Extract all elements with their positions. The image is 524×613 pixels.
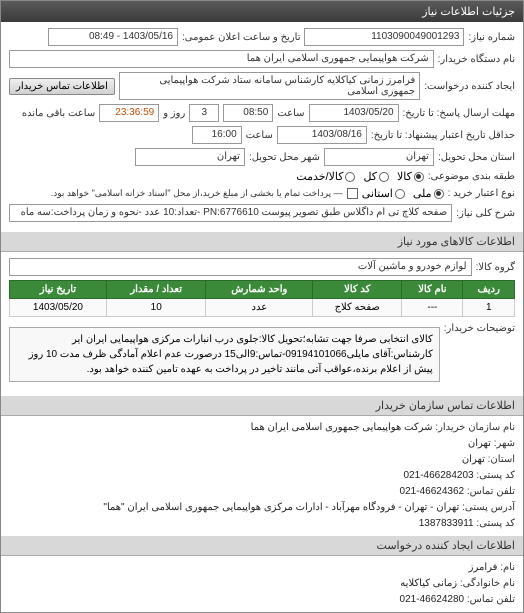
request-no-field: 1103090049001293: [304, 28, 464, 46]
c-code: 1387833911: [419, 518, 474, 529]
radio-ejra[interactable]: کالا/خدمت: [296, 170, 355, 183]
c-org-label: نام سازمان خریدار:: [435, 422, 515, 433]
cell-code: صفحه کلاج: [313, 299, 402, 317]
buyer-org-label: نام دستگاه خریدار:: [438, 54, 515, 65]
explain-box: کالای انتخابی صرفا جهت تشابه؛تحویل کالا:…: [9, 327, 440, 382]
cc-name: فرامرز: [469, 562, 498, 573]
pack-label: طبقه بندی موضوعی:: [428, 171, 515, 182]
buyer-org-field: شرکت هواپیمایی جمهوری اسلامی ایران هما: [9, 50, 434, 68]
validity-time-field: 16:00: [192, 126, 242, 144]
province-label: استان محل تحویل:: [438, 152, 515, 163]
creator-contact-header: اطلاعات ایجاد کننده درخواست: [1, 536, 523, 556]
validity-time-label: ساعت: [246, 130, 273, 141]
cc-tel: 46624280-021: [400, 594, 465, 605]
c-post: 466284203-021: [404, 470, 474, 481]
cell-date: 1403/05/20: [10, 299, 107, 317]
radio-milli[interactable]: ملی: [413, 187, 444, 200]
c-post-label: کد پستی:: [476, 470, 515, 481]
col-date: تاریخ نیاز: [10, 281, 107, 299]
c-code-label: کد پستی:: [476, 518, 515, 529]
col-unit: واحد شمارش: [206, 281, 313, 299]
days-field: 3: [189, 104, 219, 122]
city-label: شهر محل تحویل:: [249, 152, 320, 163]
remaining-label: ساعت باقی مانده: [22, 108, 95, 119]
title-label: شرح کلی نیاز:: [456, 208, 515, 219]
c-city-label: شهر:: [494, 438, 515, 449]
window-title: جزئیات اطلاعات نیاز: [422, 6, 515, 18]
c-tel: 46624362-021: [400, 486, 465, 497]
deadline-label: مهلت ارسال پاسخ: تا تاریخ:: [403, 108, 515, 119]
province-field: تهران: [324, 148, 434, 166]
group-label: گروه کالا:: [476, 262, 515, 273]
validity-label: حداقل تاریخ اعتبار پیشنهاد: تا تاریخ:: [371, 130, 515, 141]
validity-date-field: 1403/08/16: [277, 126, 367, 144]
c-city: تهران: [468, 438, 491, 449]
goods-table: ردیف نام کالا کد کالا واحد شمارش تعداد /…: [9, 280, 515, 317]
cc-family-label: نام خانوادگی:: [460, 578, 515, 589]
radio-dot-icon: [434, 189, 444, 199]
cc-tel-label: تلفن تماس:: [467, 594, 515, 605]
budget-radio-label: نوع اعتبار خرید :: [448, 188, 515, 199]
c-tel-label: تلفن تماس:: [467, 486, 515, 497]
contact-section-header: اطلاعات تماس سازمان خریدار: [1, 396, 523, 416]
cell-name: ---: [402, 299, 463, 317]
group-field: لوازم خودرو و ماشین آلات: [9, 258, 472, 276]
payment-note: — پرداخت تمام یا بخشی از مبلغ خرید،از مح…: [51, 188, 343, 199]
table-header-row: ردیف نام کالا کد کالا واحد شمارش تعداد /…: [10, 281, 515, 299]
deadline-date-field: 1403/05/20: [309, 104, 399, 122]
cell-qty: 10: [106, 299, 206, 317]
explain-text: کالای انتخابی صرفا جهت تشابه؛تحویل کالا:…: [29, 334, 433, 375]
radio-dot-icon: [379, 172, 389, 182]
radio-kol[interactable]: کل: [363, 170, 389, 183]
pack-radio-group: کالا کل کالا/خدمت: [296, 170, 424, 183]
contact-info-button[interactable]: اطلاعات تماس خریدار: [9, 78, 115, 95]
c-org: شرکت هواپیمایی جمهوری اسلامی ایران هما: [251, 422, 433, 433]
explain-label: توضیحات خریدار:: [444, 323, 515, 334]
table-row[interactable]: 1 --- صفحه کلاج عدد 10 1403/05/20: [10, 299, 515, 317]
cc-name-label: نام:: [500, 562, 515, 573]
deadline-time-field: 08:50: [223, 104, 273, 122]
cell-row: 1: [463, 299, 515, 317]
c-province-label: استان:: [488, 454, 515, 465]
contact-section: نام سازمان خریدار: شرکت هواپیمایی جمهوری…: [1, 416, 523, 536]
radio-dot-icon: [414, 172, 424, 182]
radio-kala[interactable]: کالا: [397, 170, 424, 183]
titlebar: جزئیات اطلاعات نیاز: [1, 1, 523, 22]
creator-field: فرامرز زمانی کیاکلایه کارشناس سامانه ستا…: [119, 72, 420, 100]
days-label: روز و: [163, 108, 185, 119]
col-code: کد کالا: [313, 281, 402, 299]
city-field: تهران: [135, 148, 245, 166]
remaining-field: 23:36:59: [99, 104, 159, 122]
col-qty: تعداد / مقدار: [106, 281, 206, 299]
goods-section-header: اطلاعات کالاهای مورد نیاز: [1, 232, 523, 252]
c-province: تهران: [462, 454, 485, 465]
datetime-field: 1403/05/16 - 08:49: [48, 28, 178, 46]
window: جزئیات اطلاعات نیاز شماره نیاز: 11030900…: [0, 0, 524, 613]
col-name: نام کالا: [402, 281, 463, 299]
radio-ostani[interactable]: استانی: [362, 187, 405, 200]
payment-checkbox[interactable]: [347, 188, 358, 199]
title-field: صفحه کلاچ تی ام داگلاس طبق تصویر پیوست P…: [9, 204, 452, 222]
budget-radio-group: ملی استانی: [362, 187, 444, 200]
form-area: شماره نیاز: 1103090049001293 تاریخ و ساع…: [1, 22, 523, 232]
creator-contact-section: نام: فرامرز نام خانوادگی: زمانی کیاکلایه…: [1, 556, 523, 612]
cell-unit: عدد: [206, 299, 313, 317]
request-no-label: شماره نیاز:: [468, 32, 515, 43]
c-addr: تهران - تهران - فرودگاه مهرآباد - ادارات…: [103, 502, 459, 513]
creator-label: ایجاد کننده درخواست:: [424, 81, 515, 92]
radio-dot-icon: [345, 172, 355, 182]
radio-dot-icon: [395, 189, 405, 199]
c-addr-label: آدرس پستی:: [462, 502, 515, 513]
cc-family: زمانی کیاکلایه: [400, 578, 457, 589]
col-row: ردیف: [463, 281, 515, 299]
deadline-time-label: ساعت: [277, 108, 304, 119]
datetime-label: تاریخ و ساعت اعلان عمومی:: [182, 32, 301, 43]
